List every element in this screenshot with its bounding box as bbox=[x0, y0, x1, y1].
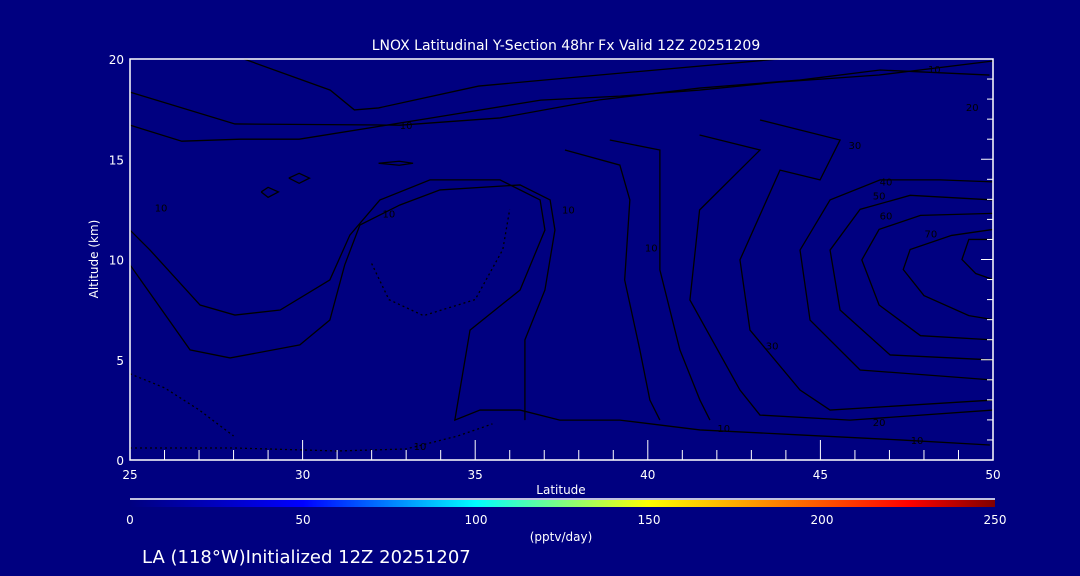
contour-line-0 bbox=[378, 160, 414, 166]
x-tick-label: 30 bbox=[295, 468, 310, 482]
axis-ticks: 25 30 35 40 45 50 0 5 10 15 20 bbox=[109, 53, 1001, 482]
contour-label: 10 bbox=[383, 209, 396, 220]
contour-line-40 bbox=[799, 179, 994, 381]
x-tick-label: 35 bbox=[468, 468, 483, 482]
contour-line-0 bbox=[260, 186, 280, 199]
contour-label: 10 bbox=[928, 65, 941, 76]
x-axis-label: Latitude bbox=[536, 483, 585, 497]
contour-line-10 bbox=[129, 184, 556, 421]
contour-line-0 bbox=[243, 58, 780, 111]
contour-line-20 bbox=[129, 60, 994, 142]
contour-label: 30 bbox=[849, 141, 862, 152]
x-tick-label: 25 bbox=[122, 468, 137, 482]
plot-frame bbox=[129, 58, 994, 461]
contour-line-10 bbox=[564, 149, 661, 421]
colorbar bbox=[130, 500, 995, 507]
contour-line-80 bbox=[961, 238, 994, 281]
contour-line-0 bbox=[288, 172, 311, 185]
x-tick-label: 45 bbox=[813, 468, 828, 482]
contour-line-70 bbox=[902, 228, 994, 321]
colorbar-tick-label: 250 bbox=[984, 513, 1007, 527]
contour-label: 10 bbox=[400, 121, 413, 132]
contour-label: 20 bbox=[873, 418, 886, 429]
contour-line-30 bbox=[739, 119, 994, 411]
y-tick-label: 15 bbox=[109, 153, 124, 167]
chart-title: LNOX Latitudinal Y-Section 48hr Fx Valid… bbox=[372, 38, 761, 54]
contour-line-10 bbox=[129, 69, 990, 126]
contour-label: 20 bbox=[966, 103, 979, 114]
dotted-contour-line bbox=[130, 423, 493, 452]
contour-label: 50 bbox=[873, 191, 886, 202]
contour-label: 10 bbox=[645, 243, 658, 254]
y-tick-label: 5 bbox=[116, 354, 124, 368]
y-tick-label: 10 bbox=[109, 254, 124, 268]
contour-line-60 bbox=[861, 212, 994, 341]
contour-label: 40 bbox=[880, 177, 893, 188]
x-tick-label: 40 bbox=[640, 468, 655, 482]
y-axis-label: Altitude (km) bbox=[87, 220, 101, 299]
contour-label: 60 bbox=[880, 211, 893, 222]
dotted-contour-line bbox=[371, 209, 511, 317]
colorbar-tick-label: 200 bbox=[811, 513, 834, 527]
contour-lines bbox=[129, 58, 994, 452]
y-tick-label: 0 bbox=[116, 454, 124, 468]
dotted-contour-line bbox=[129, 373, 234, 437]
colorbar-tick-label: 0 bbox=[126, 513, 134, 527]
contour-label: 10 bbox=[717, 424, 730, 435]
footer-text: LA (118°W)Initialized 12Z 20251207 bbox=[142, 547, 471, 568]
y-tick-label: 20 bbox=[109, 53, 124, 67]
colorbar-ticks: 0 50 100 150 200 250 bbox=[126, 513, 1006, 527]
colorbar-label: (pptv/day) bbox=[530, 530, 593, 544]
colorbar-tick-label: 50 bbox=[295, 513, 310, 527]
contour-label: 10 bbox=[414, 442, 427, 453]
colorbar-tick-label: 150 bbox=[638, 513, 661, 527]
contour-line-20 bbox=[689, 134, 994, 421]
contour-label: 10 bbox=[562, 205, 575, 216]
contour-labels: 10 10 20 10 10 10 10 30 40 50 60 70 30 10 20 10 10 bbox=[155, 65, 979, 453]
contour-label: 10 bbox=[155, 203, 168, 214]
contour-line-10 bbox=[129, 179, 990, 446]
contour-line-20 bbox=[609, 139, 711, 421]
contour-line-50 bbox=[829, 194, 994, 361]
contour-label: 70 bbox=[924, 229, 937, 240]
colorbar-tick-label: 100 bbox=[465, 513, 488, 527]
x-tick-label: 50 bbox=[985, 468, 1000, 482]
contour-label: 10 bbox=[911, 436, 924, 447]
contour-label: 30 bbox=[766, 342, 779, 353]
